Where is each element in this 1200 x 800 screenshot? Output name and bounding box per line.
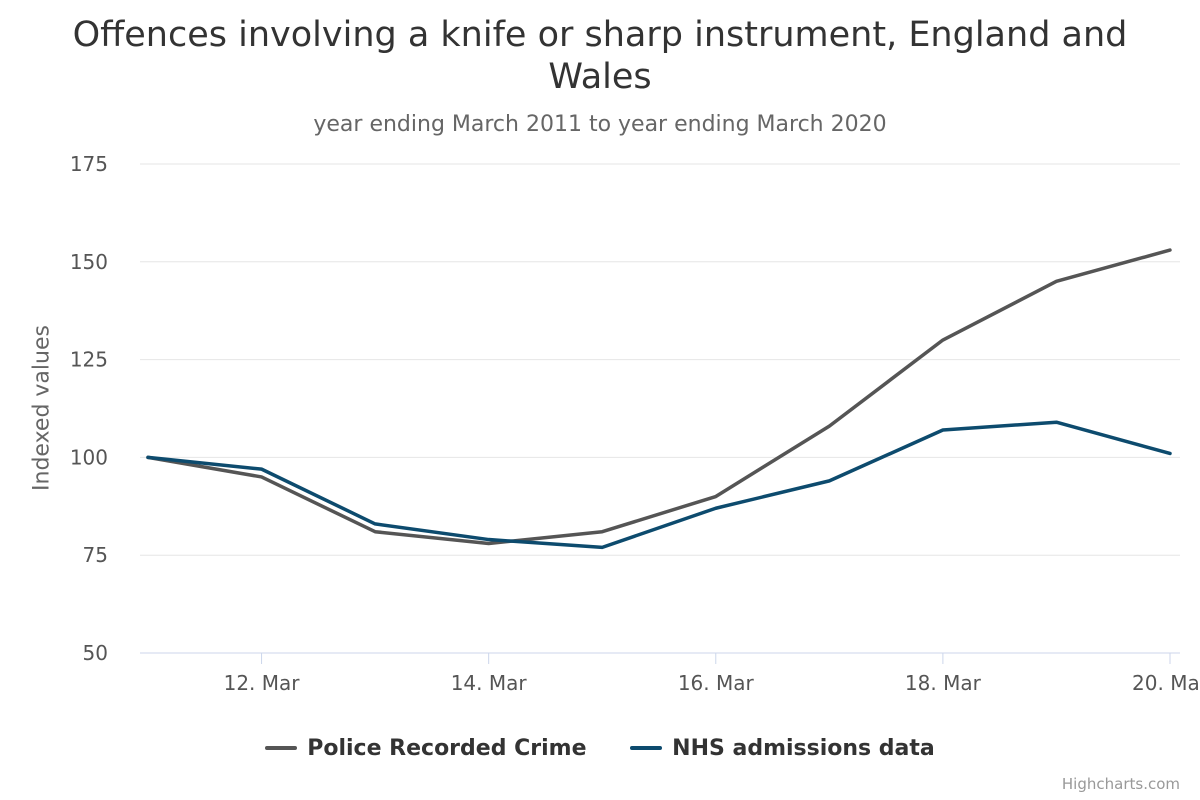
x-tick-label: 20. Mar [1132,671,1200,695]
chart-subtitle: year ending March 2011 to year ending Ma… [313,112,887,137]
y-tick-label: 125 [70,348,108,372]
y-tick-label: 75 [83,543,108,567]
legend-item-police[interactable]: Police Recorded Crime [265,736,586,761]
x-axis: 12. Mar 14. Mar 16. Mar 18. Mar 20. Mar [140,652,1200,695]
chart-title: Offences involving a knife or sharp inst… [0,14,1200,98]
legend-item-nhs[interactable]: NHS admissions data [630,736,935,761]
series-line-1 [146,420,1172,550]
legend: Police Recorded Crime NHS admissions dat… [0,731,1200,761]
x-tick-label: 16. Mar [678,671,755,695]
x-tick-label: 14. Mar [451,671,528,695]
legend-label-nhs: NHS admissions data [672,735,935,761]
legend-label-police: Police Recorded Crime [307,735,587,761]
y-tick-label: 175 [70,152,108,176]
series-line-0 [146,248,1172,546]
gridlines: 50 75 100 125 150 175 [70,152,1180,665]
legend-swatch-police [265,746,298,750]
legend-swatch-nhs [630,746,663,750]
chart-title-line-2: Wales [548,57,652,97]
x-tick-label: 12. Mar [224,671,301,695]
y-tick-label: 100 [70,445,108,469]
credits-link[interactable]: Highcharts.com [1061,775,1180,793]
chart-title-line-1: Offences involving a knife or sharp inst… [72,15,1128,55]
x-tick-label: 18. Mar [905,671,982,695]
series-lines [146,248,1172,550]
y-tick-label: 150 [70,250,108,274]
y-tick-label: 50 [83,641,108,665]
